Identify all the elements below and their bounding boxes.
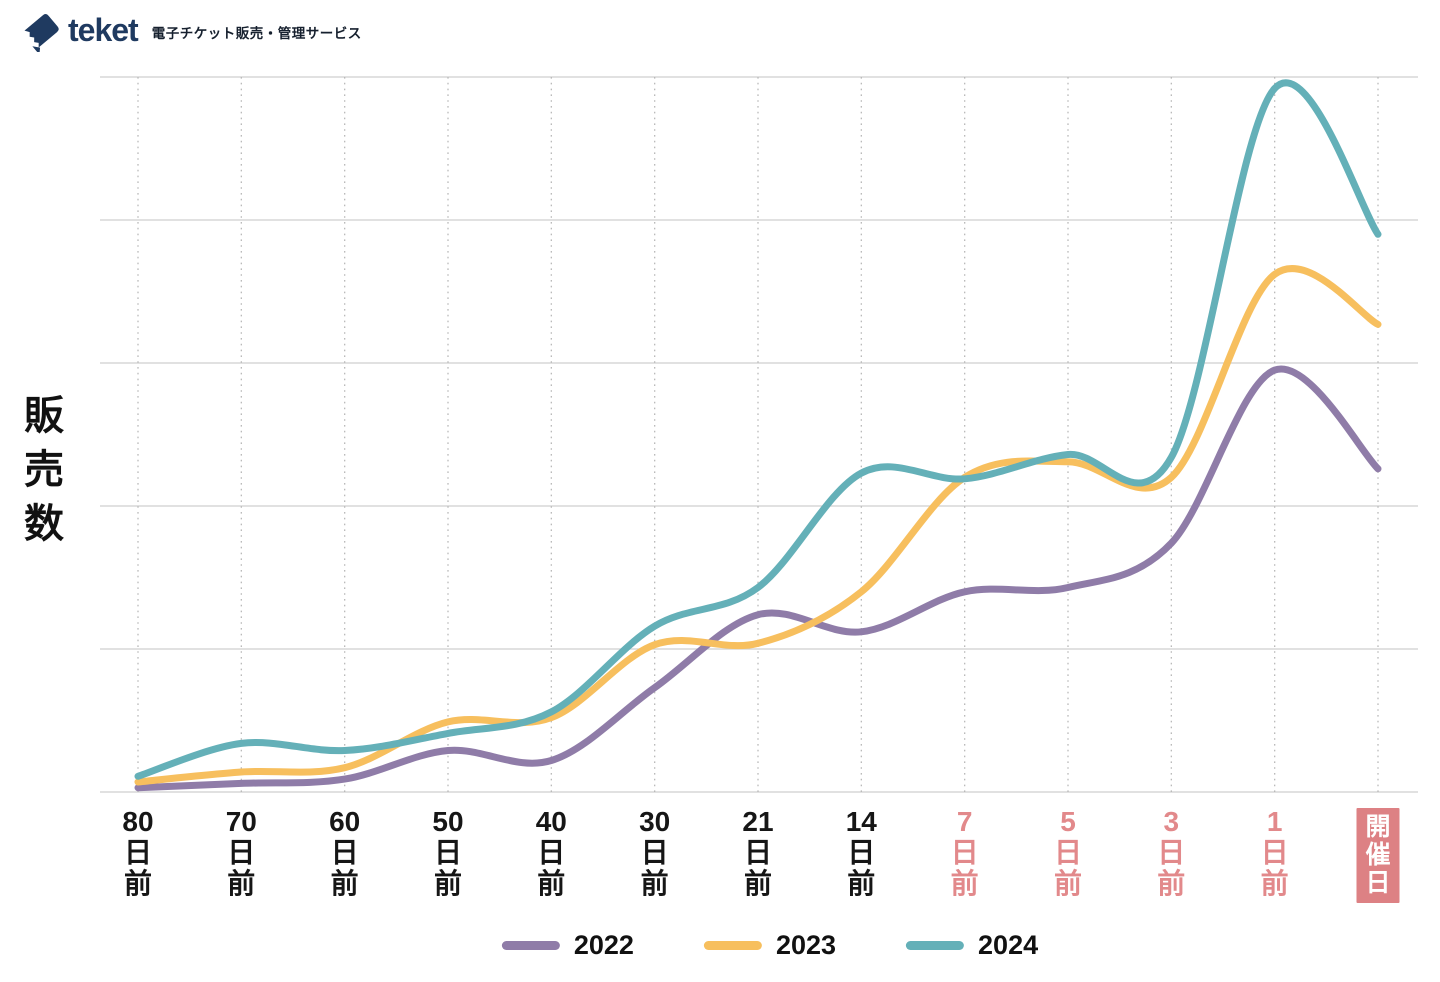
legend-label-2024: 2024 — [978, 930, 1039, 960]
x-tick-30days: 30 日 前 — [639, 806, 671, 899]
x-tick-event-day-badge: 開 催 日 — [1356, 808, 1400, 903]
x-tick-60days: 60 日 前 — [329, 806, 361, 899]
teket-ticket-icon — [24, 14, 59, 52]
legend-item-2022: 2022 — [501, 930, 634, 961]
x-tick-5days: 5 日 前 — [1053, 806, 1083, 899]
header: teket 電子チケット販売・管理サービス — [18, 8, 362, 52]
legend-label-2022: 2022 — [573, 930, 634, 960]
legend-swatch-2023 — [703, 941, 762, 950]
x-tick-70days: 70 日 前 — [225, 806, 257, 899]
x-tick-21days: 21 日 前 — [742, 806, 774, 899]
x-tick-40days: 40 日 前 — [535, 806, 567, 899]
logo-text: teket — [68, 11, 139, 48]
x-tick-1day: 1 日 前 — [1260, 806, 1289, 899]
x-tick-3days: 3 日 前 — [1157, 806, 1186, 899]
legend-label-2023: 2023 — [775, 930, 837, 960]
legend: 2022 2023 2024 — [501, 930, 1038, 961]
legend-item-2023: 2023 — [703, 930, 837, 961]
x-tick-80days: 80 日 前 — [122, 806, 154, 899]
legend-item-2024: 2024 — [906, 930, 1038, 961]
legend-swatch-2024 — [906, 941, 965, 950]
y-axis-title: 販売数 — [18, 394, 62, 556]
x-tick-50days: 50 日 前 — [432, 806, 464, 899]
x-tick-14days: 14 日 前 — [845, 806, 877, 899]
legend-swatch-2022 — [501, 941, 560, 950]
logo-tagline: 電子チケット販売・管理サービス — [151, 26, 362, 41]
x-tick-7days: 7 日 前 — [950, 806, 979, 899]
